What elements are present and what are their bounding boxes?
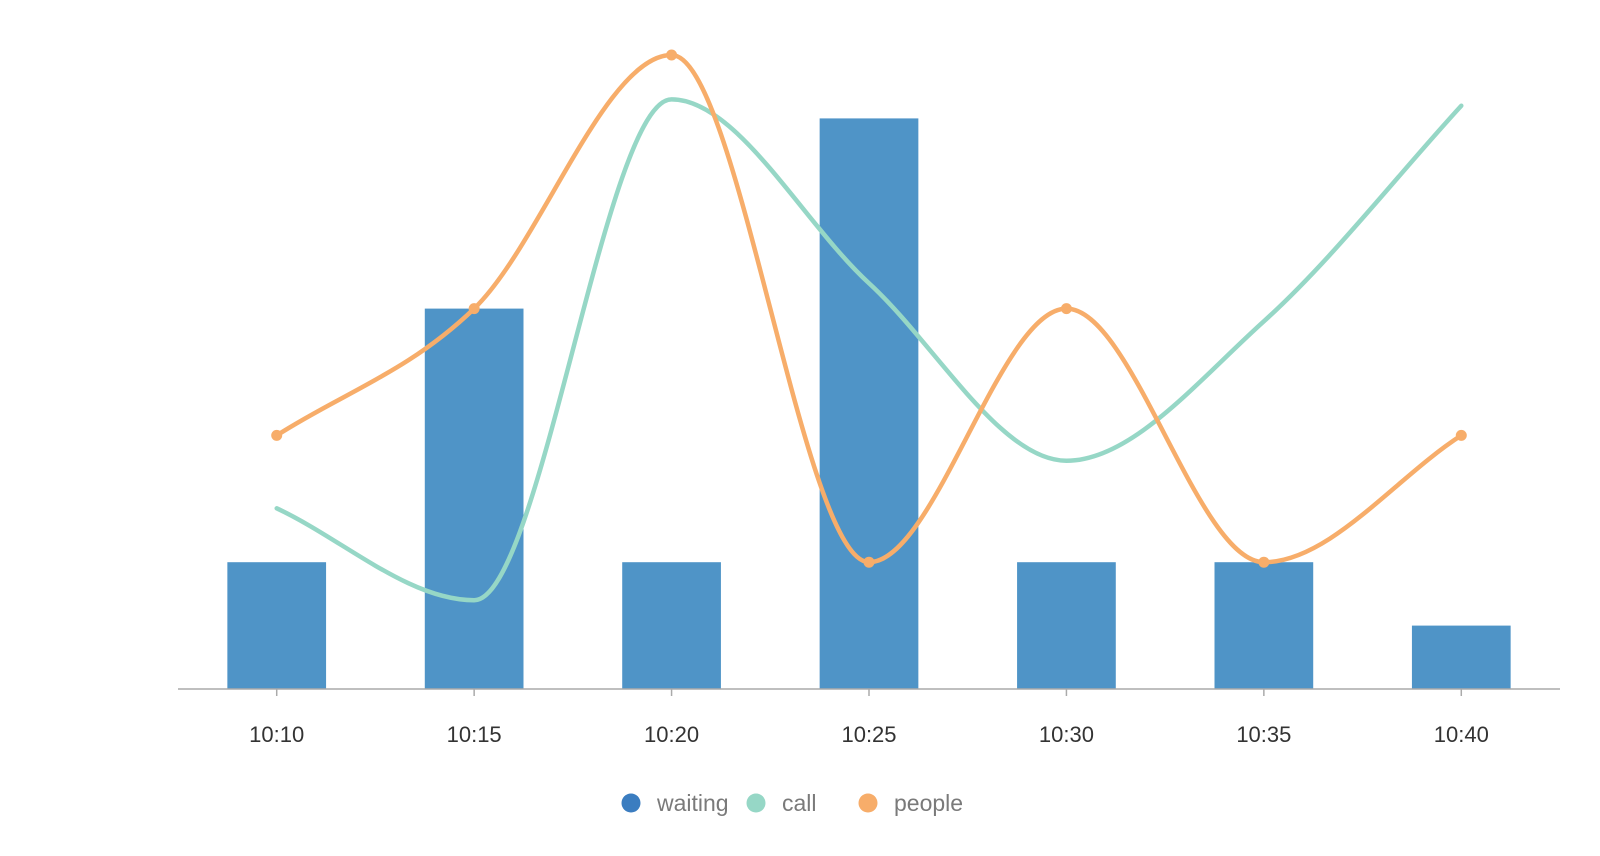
legend-marker-people xyxy=(858,793,878,813)
x-tick-label: 10:10 xyxy=(249,722,304,747)
bar-waiting-10-20 xyxy=(622,562,721,689)
legend-label-call: call xyxy=(782,790,817,816)
legend-marker-waiting xyxy=(621,793,641,813)
point-people-10-15 xyxy=(468,303,480,315)
line-call xyxy=(274,97,1464,603)
x-tick-label: 10:30 xyxy=(1039,722,1094,747)
legend-label-waiting: waiting xyxy=(656,790,729,816)
legend-marker-call xyxy=(746,793,766,813)
bar-waiting-10-30 xyxy=(1017,562,1116,689)
bar-waiting-10-25 xyxy=(819,118,919,689)
lines-layer xyxy=(271,49,1467,603)
x-tick-label: 10:40 xyxy=(1434,722,1489,747)
point-people-10-30 xyxy=(1060,303,1072,315)
x-axis-ticks: 10:10 10:15 10:20 10:25 10:30 10:35 10:40 xyxy=(249,689,1489,747)
bar-waiting-10-40 xyxy=(1411,625,1511,689)
point-people-10-35 xyxy=(1258,556,1270,568)
legend-item-people[interactable]: people xyxy=(858,790,964,816)
bars-layer xyxy=(227,118,1511,689)
bar-waiting-10-35 xyxy=(1214,562,1314,689)
x-tick-label: 10:25 xyxy=(841,722,896,747)
x-tick-label: 10:15 xyxy=(447,722,502,747)
bar-waiting-10-15 xyxy=(424,308,524,689)
point-people-10-20 xyxy=(666,49,678,61)
x-tick-label: 10:20 xyxy=(644,722,699,747)
legend-label-people: people xyxy=(894,790,963,816)
bar-waiting-10-10 xyxy=(227,562,327,689)
legend: waiting call people xyxy=(621,790,964,816)
legend-item-call[interactable]: call xyxy=(746,790,817,816)
point-people-10-40 xyxy=(1455,429,1467,441)
point-people-10-10 xyxy=(271,429,283,441)
x-tick-label: 10:35 xyxy=(1236,722,1291,747)
legend-item-waiting[interactable]: waiting xyxy=(621,790,729,816)
line-people xyxy=(274,52,1464,565)
point-people-10-25 xyxy=(863,556,875,568)
